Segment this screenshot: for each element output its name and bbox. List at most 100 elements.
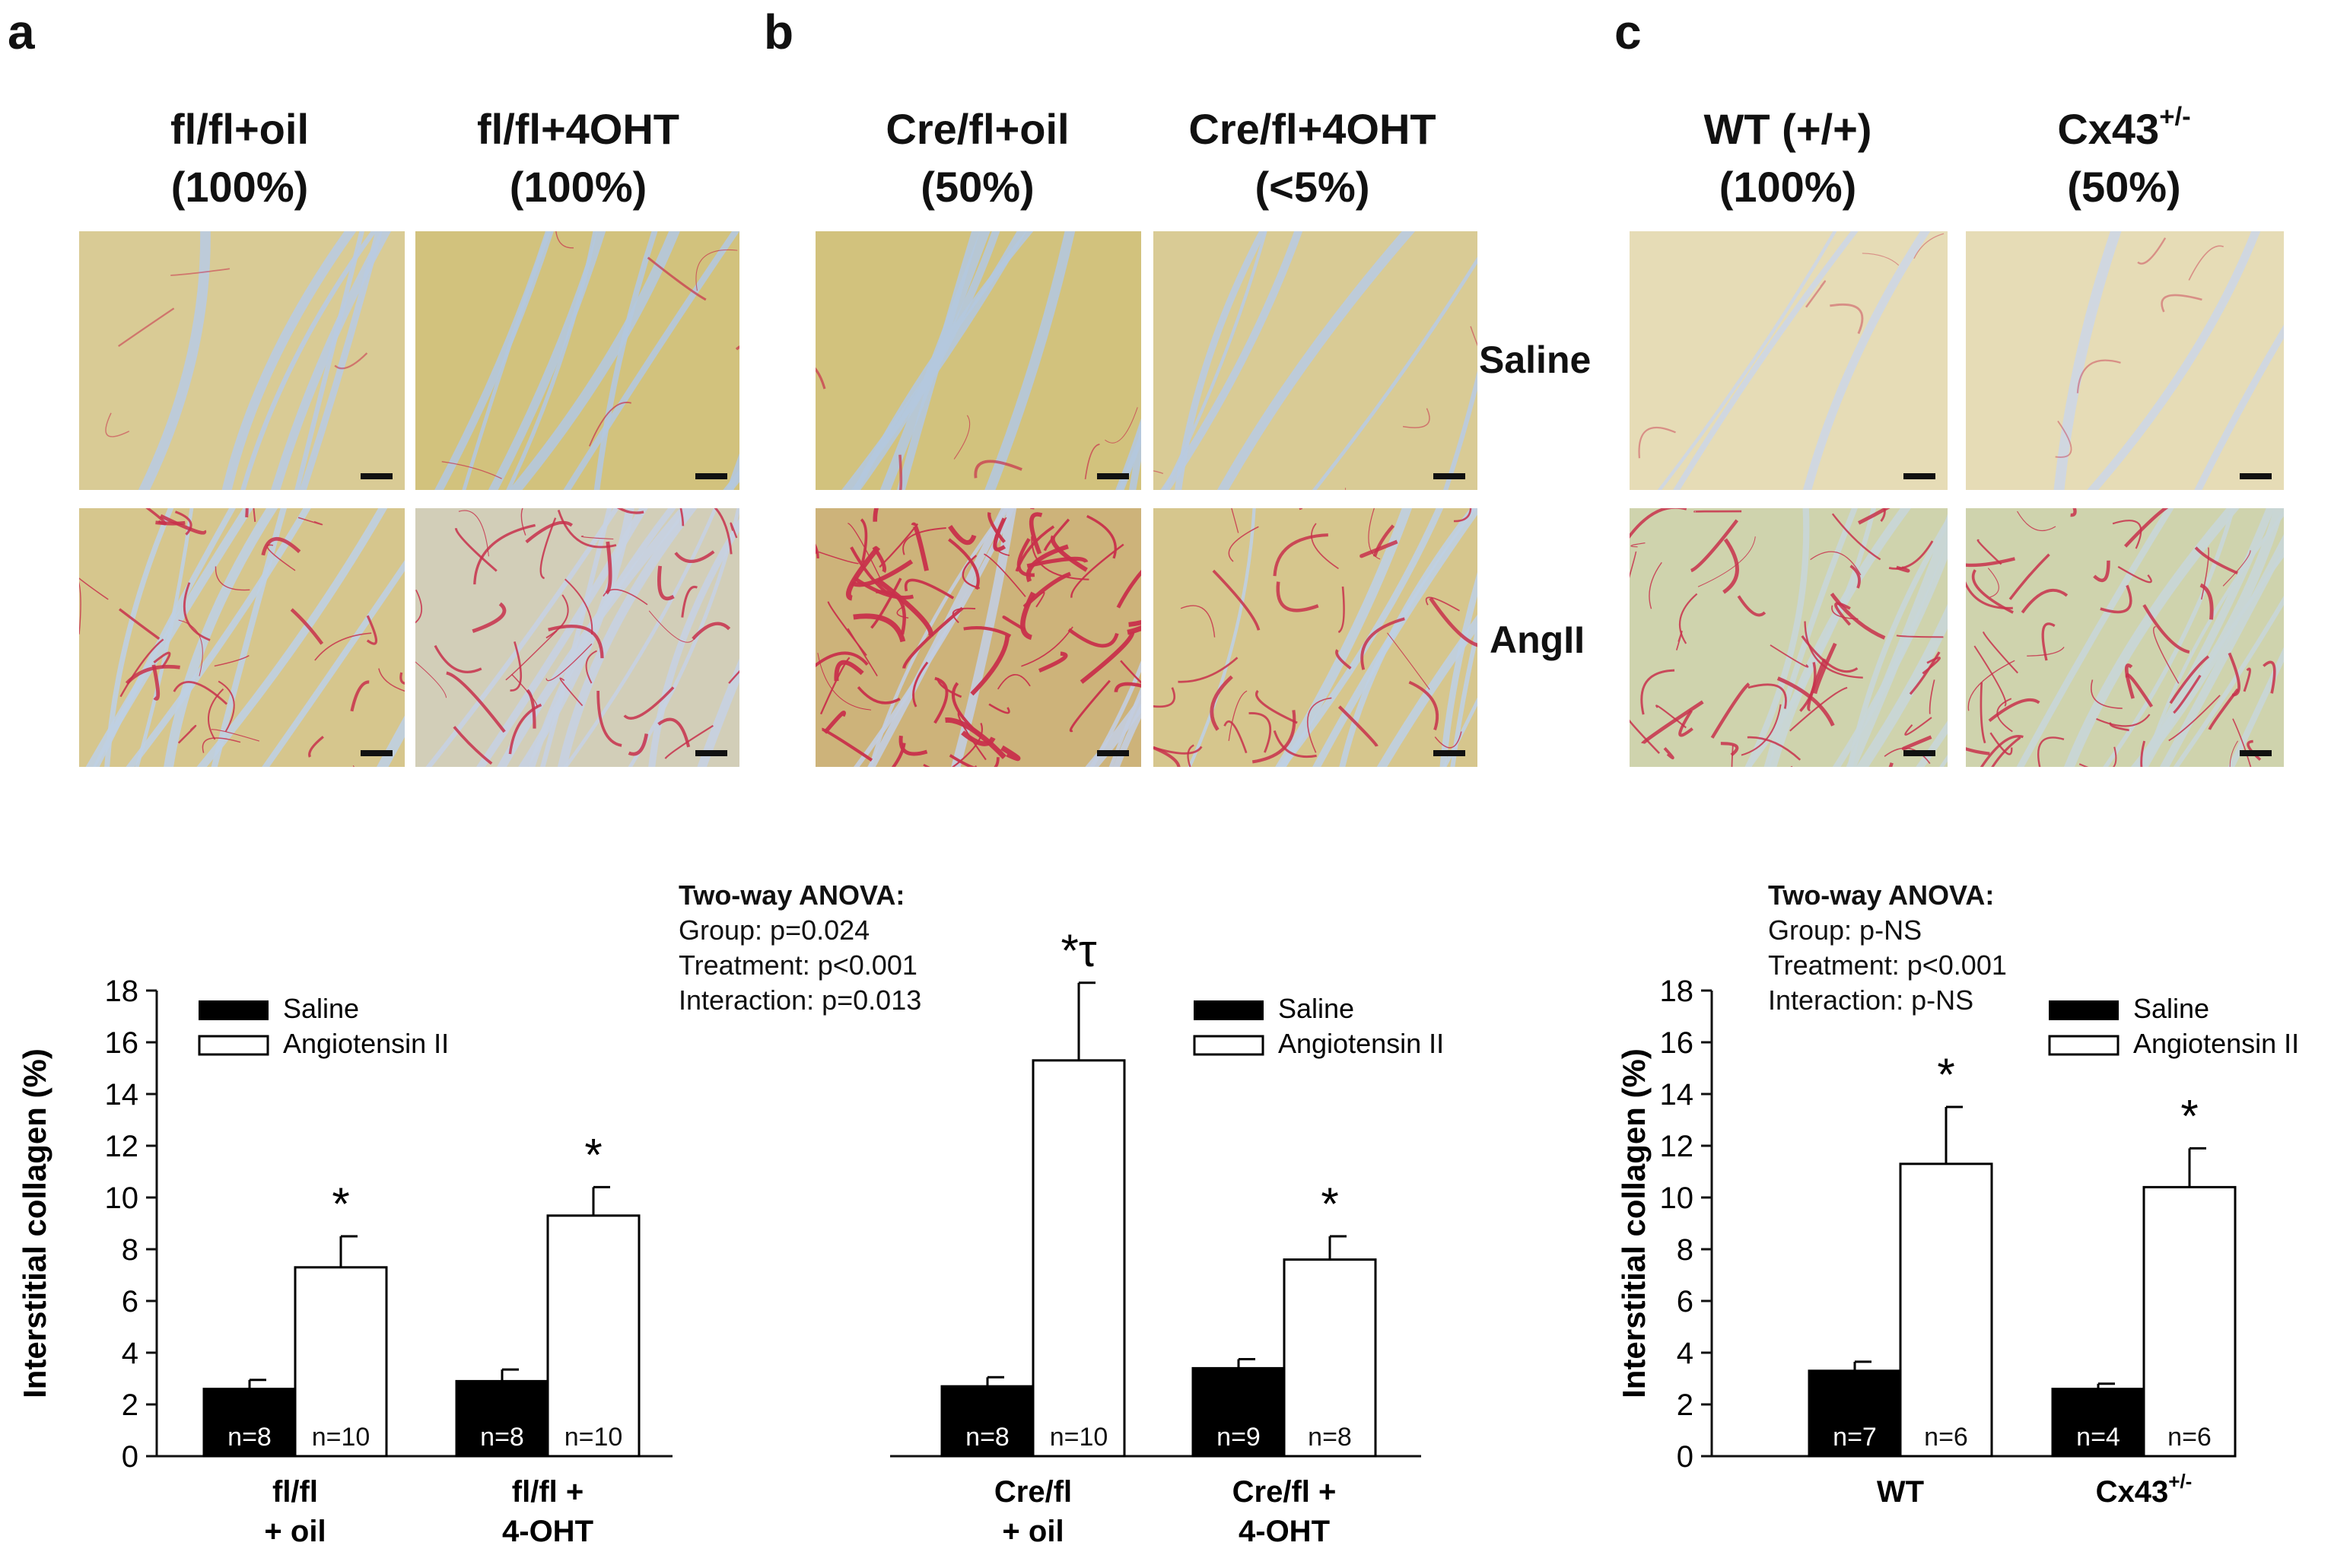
bar-angii — [1283, 1258, 1377, 1458]
micrograph-c-cx43-angii — [1966, 508, 2284, 767]
micrograph-b-oil-angii — [816, 508, 1141, 767]
n-label-saline: n=8 — [227, 1423, 272, 1452]
y-tick-label: 16 — [1660, 1026, 1694, 1060]
n-label-angii: n=10 — [1050, 1423, 1108, 1452]
y-tick-label: 0 — [1677, 1440, 1693, 1474]
n-label-saline: n=7 — [1833, 1423, 1877, 1452]
n-label-saline: n=8 — [965, 1423, 1010, 1452]
scale-bar — [361, 473, 393, 479]
legend-swatch-angii — [1193, 1035, 1264, 1056]
scale-bar — [1903, 750, 1935, 756]
y-tick-label: 6 — [122, 1285, 138, 1318]
legend-label-angii: Angiotensin II — [283, 1028, 449, 1059]
bar-angii — [1032, 1059, 1126, 1458]
col-heading-percent: (100%) — [1719, 163, 1857, 211]
legend-label-angii: Angiotensin II — [2133, 1028, 2299, 1059]
scale-bar — [361, 750, 393, 756]
significance-mark-angii: * — [1321, 1178, 1338, 1229]
panel-letter-a: a — [8, 5, 35, 59]
col-heading-wt: WT (+/+) (100%) — [1628, 100, 1948, 216]
micrograph-a-oil-saline — [79, 231, 405, 490]
n-label-saline: n=4 — [2076, 1423, 2120, 1452]
bar-angii — [1899, 1162, 1993, 1458]
col-heading-percent: (50%) — [2067, 163, 2181, 211]
col-heading-cre-4oht: Cre/fl+4OHT (<5%) — [1149, 100, 1476, 216]
panel-letter-b: b — [764, 5, 794, 59]
y-tick-label: 4 — [1677, 1337, 1693, 1370]
col-heading-fl-4oht: fl/fl+4OHT (100%) — [415, 100, 742, 216]
y-tick-label: 14 — [105, 1078, 139, 1112]
n-label-angii: n=10 — [564, 1423, 623, 1452]
panel-letter-c: c — [1614, 5, 1642, 59]
micrograph-c-cx43-saline — [1966, 231, 2284, 490]
micrograph-a-oil-angii — [79, 508, 405, 767]
group-label: fl/fl + — [512, 1475, 584, 1509]
significance-mark-angii: * — [584, 1129, 602, 1180]
bar-angii — [2142, 1185, 2237, 1458]
row-heading-saline: Saline — [1479, 339, 1592, 381]
col-heading-percent: (100%) — [170, 163, 309, 211]
micrograph-b-4oht-angii — [1153, 508, 1477, 767]
legend-label-saline: Saline — [283, 993, 359, 1024]
group-label: WT — [1877, 1475, 1924, 1509]
significance-mark-angii: *τ — [1061, 925, 1096, 976]
scale-bar — [1097, 473, 1129, 479]
anova-line: Interaction: p=0.013 — [679, 984, 922, 1016]
legend-label-angii: Angiotensin II — [1278, 1028, 1444, 1059]
bar-saline — [940, 1385, 1035, 1458]
group-label: 4-OHT — [1239, 1515, 1330, 1548]
col-heading-name: Cre/fl+oil — [886, 105, 1070, 153]
group-label-sup: +/- — [2168, 1470, 2192, 1493]
col-heading-name: fl/fl+oil — [170, 105, 309, 153]
n-label-angii: n=10 — [312, 1423, 370, 1452]
y-tick-label: 0 — [122, 1440, 138, 1474]
group-label: Cre/fl — [994, 1475, 1072, 1509]
anova-line: Interaction: p-NS — [1768, 984, 1974, 1016]
anova-line: Group: p=0.024 — [679, 914, 870, 946]
scale-bar — [1903, 473, 1935, 479]
legend-swatch-saline — [2049, 1000, 2119, 1020]
significance-mark-angii: * — [2180, 1090, 2198, 1141]
anova-line: Group: p-NS — [1768, 914, 1922, 946]
scale-bar — [2240, 473, 2272, 479]
n-label-angii: n=8 — [1308, 1423, 1352, 1452]
y-tick-label: 2 — [1677, 1388, 1693, 1422]
group-label: + oil — [264, 1515, 326, 1548]
y-tick-label: 18 — [1660, 975, 1694, 1008]
y-tick-label: 8 — [1677, 1233, 1693, 1267]
n-label-angii: n=6 — [1924, 1423, 1968, 1452]
scale-bar — [1097, 750, 1129, 756]
n-label-saline: n=9 — [1216, 1423, 1261, 1452]
group-label: Cre/fl + — [1232, 1475, 1337, 1509]
scale-bar — [695, 473, 727, 479]
significance-mark-angii: * — [332, 1178, 349, 1229]
y-tick-label: 4 — [122, 1337, 138, 1370]
micrograph-b-oil-saline — [816, 231, 1141, 490]
group-label: 4-OHT — [502, 1515, 593, 1548]
bar-saline — [1191, 1366, 1286, 1458]
y-tick-label: 6 — [1677, 1285, 1693, 1318]
bar-saline — [202, 1388, 297, 1458]
y-tick-label: 10 — [105, 1182, 139, 1215]
col-heading-name: Cre/fl+4OHT — [1188, 105, 1436, 153]
legend-swatch-saline — [199, 1000, 269, 1020]
col-heading-fl-oil: fl/fl+oil (100%) — [76, 100, 403, 216]
micrograph-c-wt-angii — [1630, 508, 1948, 767]
col-heading-name: Cx43+/- — [2057, 102, 2191, 153]
y-tick-label: 12 — [105, 1130, 139, 1163]
y-axis-label: Interstitial collagen (%) — [1616, 1048, 1652, 1398]
anova-line: Treatment: p<0.001 — [1768, 949, 2007, 981]
y-tick-label: 8 — [122, 1233, 138, 1267]
micrograph-a-4oht-saline — [415, 231, 739, 490]
anova-title: Two-way ANOVA: — [679, 879, 905, 911]
anova-c: Two-way ANOVA: Group: p-NS Treatment: p<… — [1768, 878, 2007, 1018]
y-tick-label: 12 — [1660, 1130, 1694, 1163]
y-axis-label: Interstitial collagen (%) — [17, 1048, 52, 1398]
micrograph-b-4oht-saline — [1153, 231, 1477, 490]
micrograph-c-wt-saline — [1630, 231, 1948, 490]
col-heading-percent: (100%) — [509, 163, 647, 211]
bar-angii — [294, 1266, 388, 1458]
col-heading-cre-oil: Cre/fl+oil (50%) — [814, 100, 1141, 216]
group-label: + oil — [1002, 1515, 1064, 1548]
bar-saline — [1808, 1369, 1902, 1458]
